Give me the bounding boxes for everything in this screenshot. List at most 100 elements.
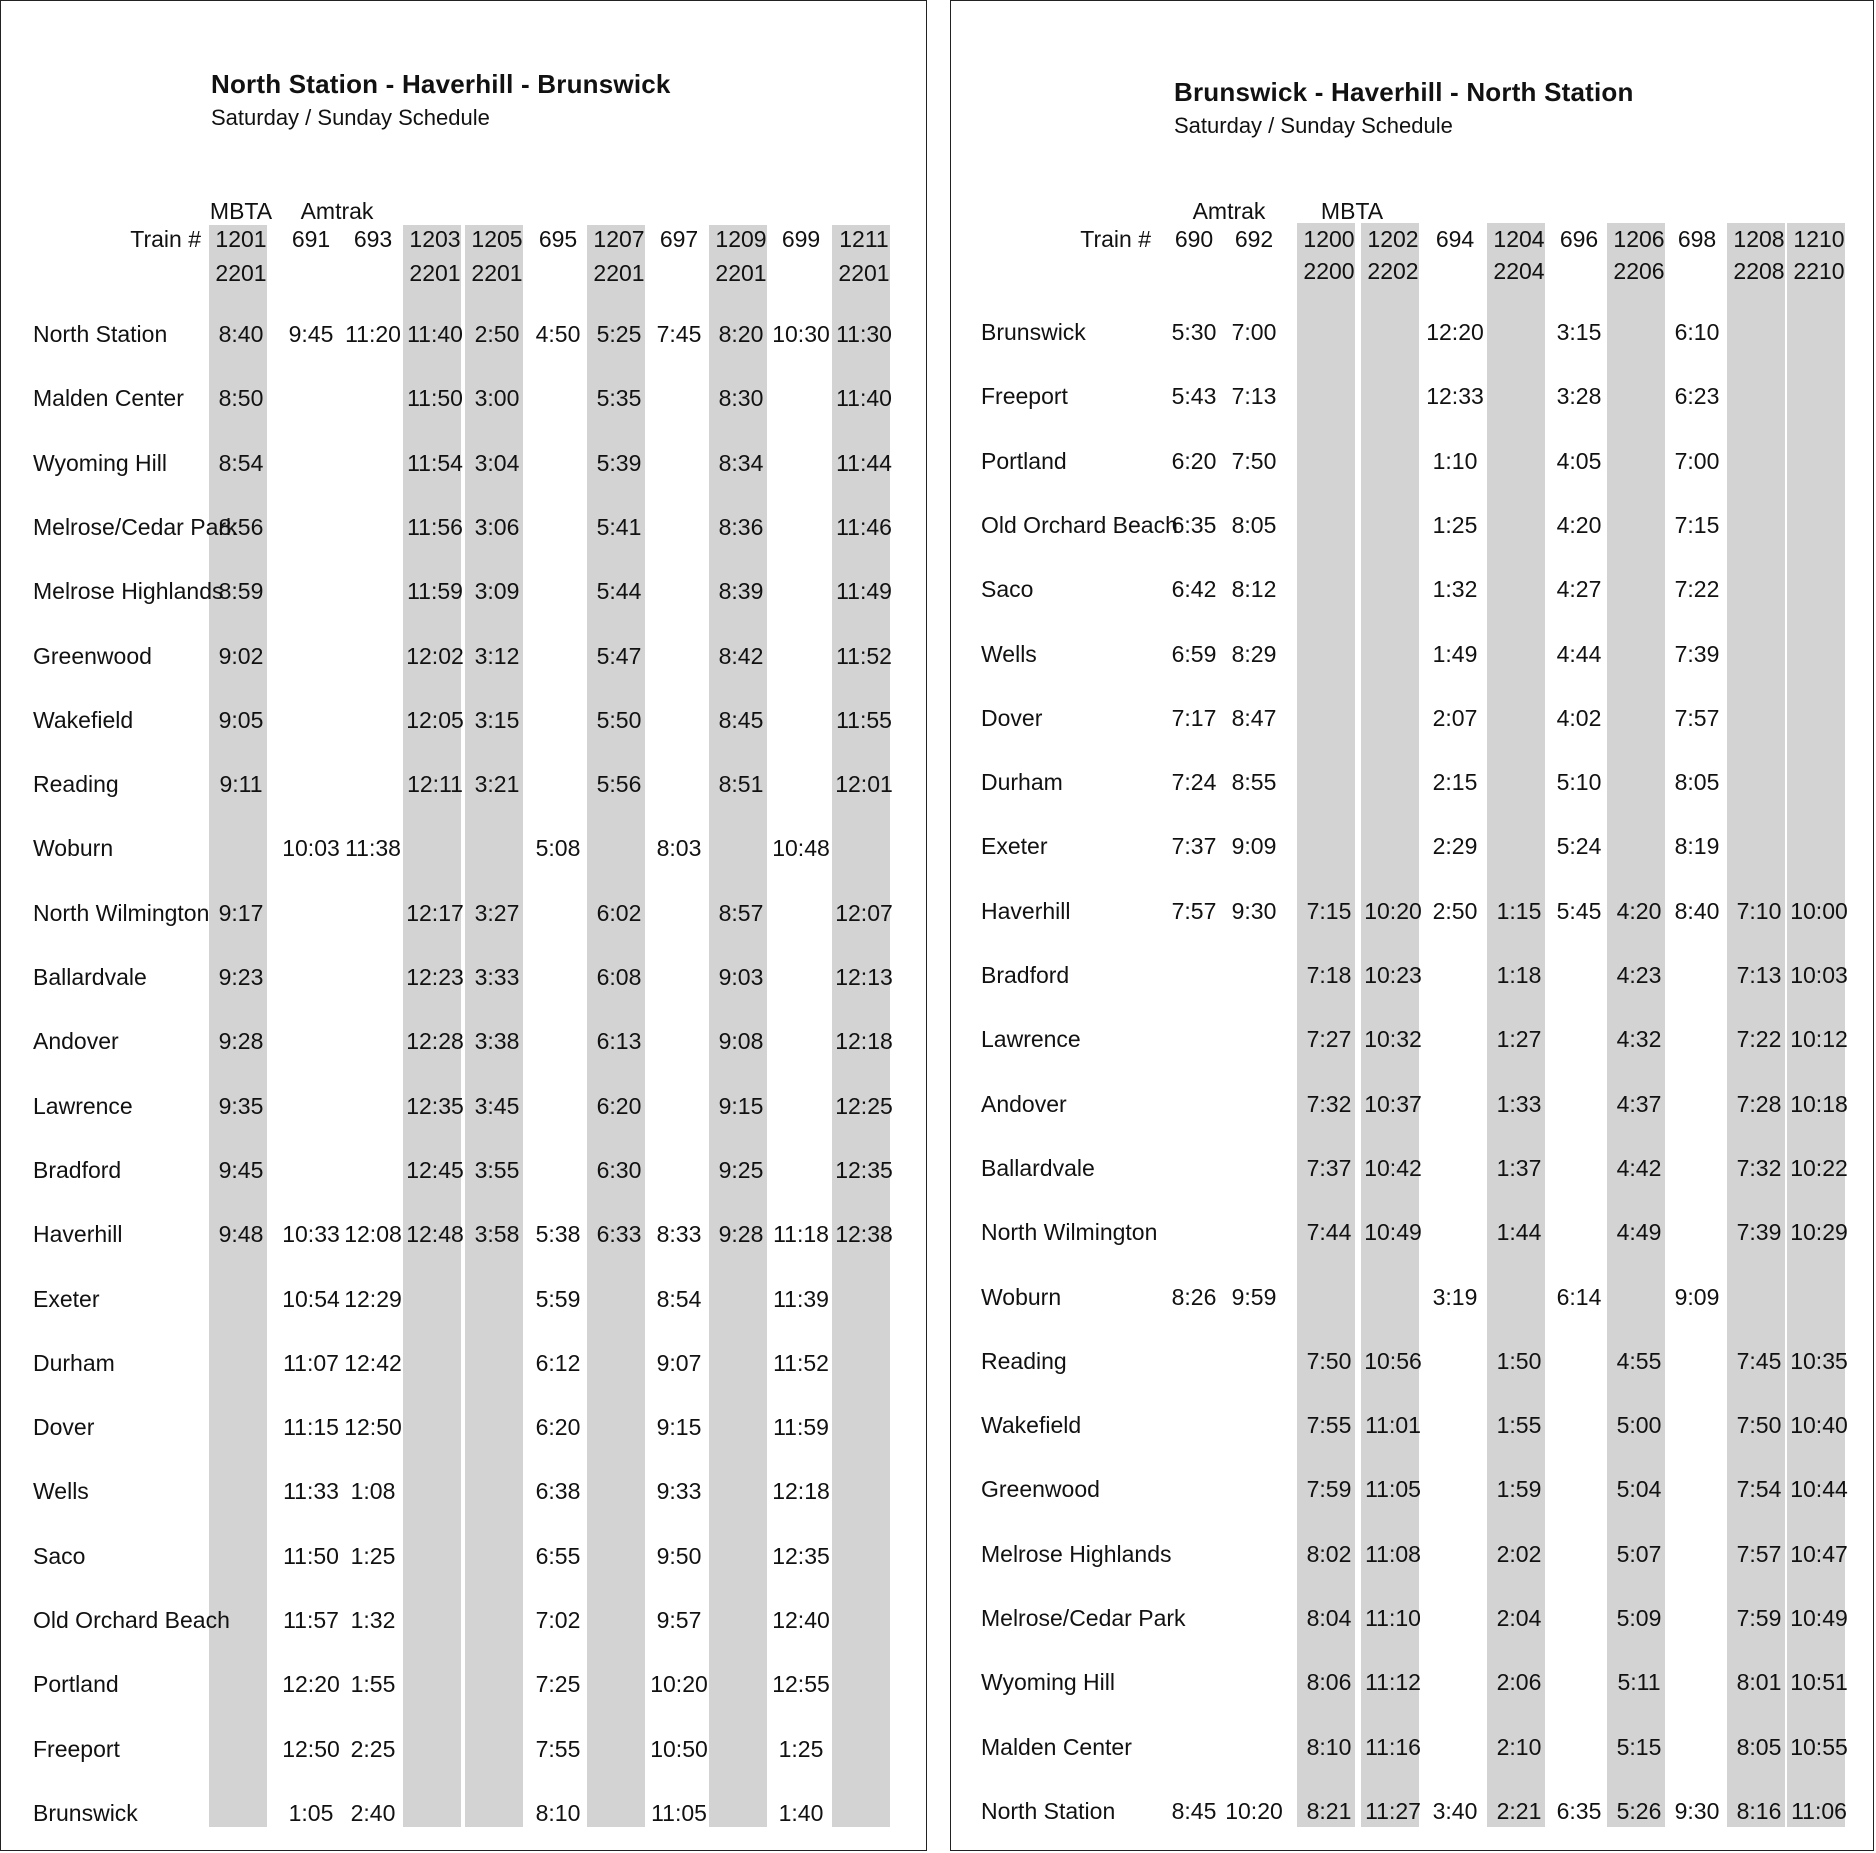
departure-time: 1:25 bbox=[1432, 511, 1478, 538]
departure-time: 8:54 bbox=[218, 449, 264, 476]
departure-time: 11:44 bbox=[836, 449, 892, 476]
departure-time: 2:06 bbox=[1496, 1669, 1542, 1696]
departure-time: 2:50 bbox=[474, 321, 520, 347]
departure-time: 11:39 bbox=[773, 1285, 829, 1312]
departure-time: 8:06 bbox=[1306, 1669, 1352, 1696]
departure-time: 5:30 bbox=[1171, 319, 1217, 345]
departure-time: 2:02 bbox=[1496, 1540, 1542, 1567]
departure-time: 12:23 bbox=[406, 964, 464, 990]
departure-time: 9:23 bbox=[218, 964, 264, 990]
departure-time: 8:05 bbox=[1674, 769, 1720, 796]
station-name: Wakefield bbox=[981, 1412, 1082, 1439]
departure-time: 8:55 bbox=[1231, 769, 1277, 796]
train-number-subheader: 2201 bbox=[838, 260, 890, 286]
train-number-header: 1200 bbox=[1303, 226, 1355, 252]
station-name: Durham bbox=[981, 769, 1063, 796]
departure-time: 10:40 bbox=[1790, 1412, 1848, 1439]
departure-time: 11:52 bbox=[836, 642, 892, 669]
departure-time: 2:21 bbox=[1496, 1797, 1542, 1824]
shaded-column-bg bbox=[209, 225, 267, 1827]
station-name: Ballardvale bbox=[33, 964, 147, 990]
station-name: Exeter bbox=[33, 1285, 100, 1312]
departure-time: 1:55 bbox=[1496, 1412, 1542, 1439]
train-number-label: Train # bbox=[1080, 226, 1151, 252]
departure-time: 4:20 bbox=[1556, 511, 1602, 538]
departure-time: 10:30 bbox=[772, 321, 830, 347]
departure-time: 12:17 bbox=[406, 899, 464, 926]
train-number-header: 1207 bbox=[593, 226, 645, 252]
departure-time: 3:45 bbox=[474, 1092, 520, 1119]
train-number-subheader: 2201 bbox=[215, 260, 267, 286]
train-number-subheader: 2206 bbox=[1613, 258, 1665, 284]
station-name: Dover bbox=[981, 704, 1043, 731]
departure-time: 7:57 bbox=[1736, 1540, 1782, 1567]
departure-time: 7:44 bbox=[1306, 1219, 1352, 1246]
departure-time: 7:45 bbox=[1736, 1347, 1782, 1374]
departure-time: 5:24 bbox=[1556, 833, 1602, 860]
departure-time: 12:08 bbox=[344, 1221, 402, 1248]
departure-time: 10:35 bbox=[1790, 1347, 1848, 1374]
departure-time: 3:38 bbox=[474, 1028, 520, 1055]
station-name: North Wilmington bbox=[981, 1219, 1158, 1246]
train-number-subheader: 2201 bbox=[409, 260, 461, 286]
departure-time: 1:44 bbox=[1496, 1219, 1542, 1246]
departure-time: 5:09 bbox=[1616, 1605, 1662, 1631]
departure-time: 1:49 bbox=[1432, 640, 1478, 667]
departure-time: 5:35 bbox=[596, 385, 642, 412]
departure-time: 5:44 bbox=[596, 578, 642, 605]
departure-time: 1:25 bbox=[350, 1542, 396, 1569]
station-name: Melrose/Cedar Park bbox=[981, 1605, 1186, 1631]
shaded-column-bg bbox=[465, 225, 523, 1827]
departure-time: 2:07 bbox=[1432, 704, 1478, 731]
departure-time: 3:19 bbox=[1432, 1283, 1478, 1310]
departure-time: 9:15 bbox=[656, 1414, 702, 1441]
departure-time: 4:44 bbox=[1556, 640, 1602, 667]
departure-time: 8:42 bbox=[718, 642, 764, 669]
departure-time: 3:28 bbox=[1556, 383, 1602, 410]
departure-time: 11:57 bbox=[283, 1607, 339, 1633]
train-number-header: 1209 bbox=[715, 226, 767, 252]
departure-time: 8:21 bbox=[1306, 1797, 1352, 1824]
departure-time: 5:08 bbox=[535, 835, 581, 862]
shaded-column-bg bbox=[832, 225, 890, 1827]
station-name: North Station bbox=[33, 321, 168, 347]
departure-time: 1:10 bbox=[1432, 447, 1478, 474]
station-name: Saco bbox=[33, 1542, 86, 1569]
station-name: Dover bbox=[33, 1414, 95, 1441]
departure-time: 6:10 bbox=[1674, 319, 1720, 345]
station-name: North Wilmington bbox=[33, 899, 210, 926]
departure-time: 1:05 bbox=[288, 1799, 334, 1826]
departure-time: 7:17 bbox=[1171, 704, 1217, 731]
schedule-title: North Station - Haverhill - Brunswick bbox=[211, 69, 671, 99]
train-number-header: 698 bbox=[1677, 226, 1717, 252]
departure-time: 12:18 bbox=[835, 1028, 893, 1055]
departure-time: 12:40 bbox=[772, 1607, 830, 1633]
departure-time: 12:50 bbox=[344, 1414, 402, 1441]
departure-time: 3:15 bbox=[474, 706, 520, 733]
departure-time: 8:57 bbox=[718, 899, 764, 926]
departure-time: 10:20 bbox=[650, 1671, 708, 1698]
departure-time: 3:21 bbox=[474, 771, 520, 798]
departure-time: 5:00 bbox=[1616, 1412, 1662, 1439]
departure-time: 11:16 bbox=[1365, 1733, 1421, 1760]
departure-time: 7:32 bbox=[1736, 1154, 1782, 1181]
departure-time: 11:52 bbox=[773, 1349, 829, 1376]
departure-time: 6:12 bbox=[535, 1349, 581, 1376]
departure-time: 8:05 bbox=[1231, 511, 1277, 538]
departure-time: 11:20 bbox=[345, 321, 401, 347]
station-name: Portland bbox=[981, 447, 1067, 474]
departure-time: 5:38 bbox=[535, 1221, 581, 1248]
departure-time: 7:55 bbox=[535, 1735, 581, 1762]
departure-time: 7:57 bbox=[1171, 897, 1217, 924]
departure-time: 7:13 bbox=[1231, 383, 1277, 410]
departure-time: 12:07 bbox=[835, 899, 893, 926]
departure-time: 3:55 bbox=[474, 1156, 520, 1183]
departure-time: 8:39 bbox=[718, 578, 764, 605]
departure-time: 10:00 bbox=[1790, 897, 1848, 924]
departure-time: 10:55 bbox=[1790, 1733, 1848, 1760]
departure-time: 7:55 bbox=[1306, 1412, 1352, 1439]
train-number-subheader: 2204 bbox=[1493, 258, 1545, 284]
departure-time: 3:04 bbox=[474, 449, 520, 476]
departure-time: 11:50 bbox=[283, 1542, 339, 1569]
departure-time: 5:47 bbox=[596, 642, 642, 669]
